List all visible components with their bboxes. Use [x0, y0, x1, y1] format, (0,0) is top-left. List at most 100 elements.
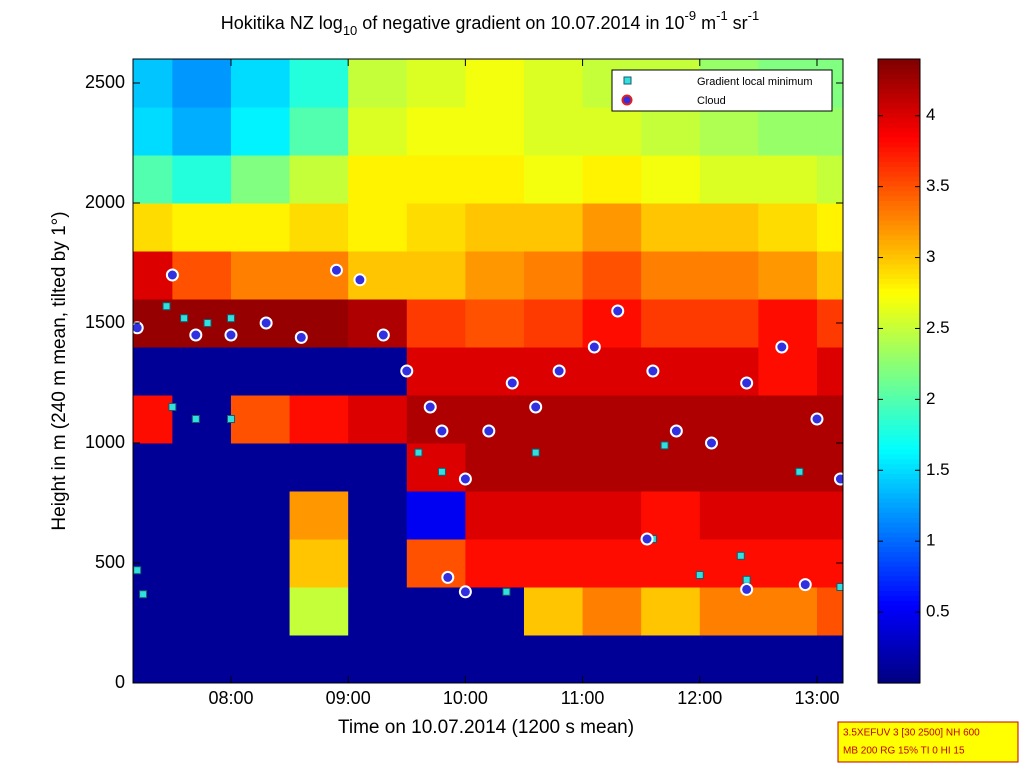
colorbar-step: [878, 414, 920, 421]
colorbar-step: [878, 478, 920, 484]
cloud-point: [353, 273, 367, 287]
cloud-point: [552, 364, 566, 378]
heat-cell: [641, 587, 701, 636]
heat-cell: [523, 587, 584, 636]
heat-cell: [348, 107, 408, 156]
heat-cell: [582, 491, 642, 540]
heat-cell: [406, 635, 466, 683]
gradient-min-point: [531, 448, 540, 457]
title-part: Hokitika NZ log: [221, 13, 343, 33]
info-text: MB 200 RG 15% TI 0 HI 15: [843, 746, 965, 757]
colorbar-step: [878, 619, 920, 626]
y-tick-label: 1000: [85, 432, 125, 452]
heat-cell: [523, 299, 584, 348]
colorbar-step: [878, 424, 920, 431]
colorbar-step: [878, 658, 920, 665]
colorbar-step: [878, 410, 920, 416]
colorbar-step: [878, 249, 920, 255]
cloud-point: [458, 472, 472, 486]
heat-cell: [641, 107, 701, 156]
gradient-min-point: [736, 551, 745, 560]
heat-cell: [582, 443, 642, 492]
colorbar-step: [878, 449, 920, 455]
cloud-point: [740, 582, 754, 596]
colorbar-step: [878, 254, 920, 260]
colorbar-step: [878, 663, 920, 669]
heat-cell: [348, 443, 408, 492]
heat-cell: [230, 59, 291, 108]
heat-cell: [348, 587, 408, 636]
colorbar-step: [878, 210, 920, 216]
colorbar-step: [878, 180, 920, 187]
heat-cell: [406, 587, 466, 636]
colorbar-step: [878, 200, 920, 206]
heat-cell: [582, 203, 642, 252]
heat-cell: [406, 251, 466, 300]
colorbar-step: [878, 297, 920, 304]
info-text: 3.5XEFUV 3 [30 2500] NH 600: [843, 728, 980, 739]
gradient-min-point: [168, 403, 177, 411]
heat-cell: [465, 491, 525, 540]
heat-cell: [523, 251, 584, 300]
heat-cell: [758, 203, 818, 252]
gradient-min-point: [695, 571, 704, 579]
colorbar-step: [878, 141, 920, 148]
heat-cell: [289, 59, 349, 108]
colorbar-step: [878, 517, 920, 523]
heat-cell: [289, 587, 349, 636]
heat-cell: [348, 299, 408, 348]
colorbar-step: [878, 127, 920, 133]
x-tick-label: 10:00: [443, 688, 488, 708]
gradient-min-point: [226, 314, 235, 323]
cloud-point: [587, 340, 601, 354]
colorbar-step: [878, 458, 920, 465]
legend-marker: [623, 76, 632, 85]
colorbar-step: [878, 507, 920, 513]
gradient-min-point: [502, 587, 511, 596]
points: [133, 263, 843, 599]
heat-cell: [172, 395, 232, 444]
heat-cell: [816, 635, 843, 683]
heat-cell: [230, 635, 291, 683]
heat-cell: [816, 587, 843, 636]
heat-cell: [465, 443, 525, 492]
colorbar-step: [878, 351, 920, 357]
heat-cell: [582, 395, 642, 444]
heat-cell: [641, 251, 701, 300]
colorbar-step: [878, 434, 920, 440]
heat-cell: [289, 155, 349, 204]
heat-cell: [406, 155, 466, 204]
heat-cell: [289, 443, 349, 492]
heat-cell: [523, 107, 584, 156]
heat-cell: [523, 59, 584, 108]
gradient-min-point: [795, 467, 804, 476]
heat-cell: [230, 443, 291, 492]
colorbar-step: [878, 551, 920, 557]
cloud-point: [646, 364, 660, 378]
heat-cell: [348, 635, 408, 683]
heat-cell: [172, 203, 232, 252]
heat-cell: [523, 539, 584, 588]
cloud-point: [798, 578, 812, 592]
gradient-min-point: [180, 314, 189, 323]
cloud-point: [441, 570, 455, 584]
heat-cell: [641, 539, 701, 588]
cloud-point: [329, 263, 343, 277]
heat-cell: [230, 491, 291, 540]
heat-cell: [348, 395, 408, 444]
legend-box: [611, 69, 833, 112]
heat-cell: [172, 347, 232, 396]
heat-cell: [133, 107, 173, 156]
heat-cell: [172, 251, 232, 300]
colorbar-step: [878, 205, 920, 211]
heat-cell: [348, 539, 408, 588]
heat-cell: [406, 59, 466, 108]
heat-cell: [641, 635, 701, 683]
heat-cell: [816, 299, 843, 348]
cloud-point: [611, 304, 625, 318]
heat-cell: [230, 395, 291, 444]
colorbar-step: [878, 366, 920, 372]
colorbar-step: [878, 171, 920, 177]
heat-cell: [172, 587, 232, 636]
colorbar-step: [878, 468, 920, 474]
